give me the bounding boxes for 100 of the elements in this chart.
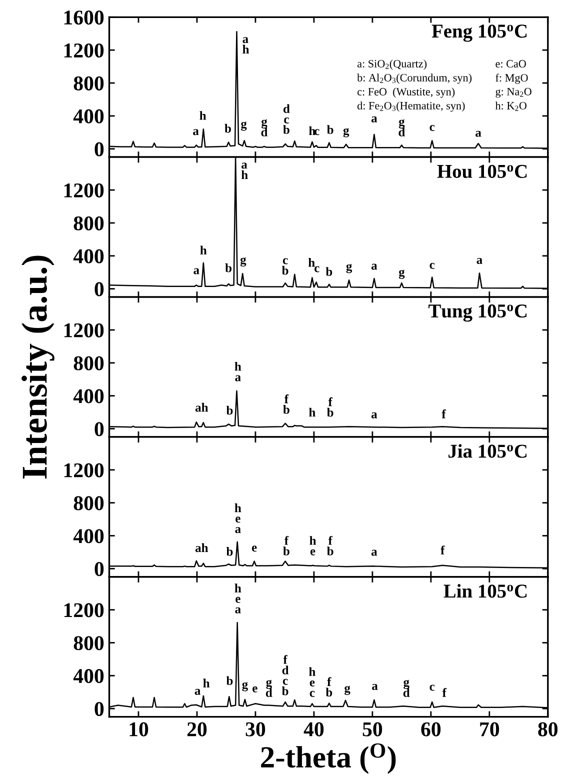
annotation: e [252, 546, 257, 552]
annotation: f [442, 409, 446, 418]
annotation: b [226, 546, 233, 556]
y-tick-label: 400 [73, 249, 104, 264]
annotation: e [252, 686, 258, 692]
annotation: f b [327, 397, 334, 417]
annotation: h e [310, 536, 316, 556]
chart-title: Tung 105$^{o}$C [428, 304, 527, 322]
annotation: c b [282, 258, 288, 275]
annotation: a: SiO$_{2}$(Quartz) [357, 60, 427, 70]
y-tick-label: 400 [73, 109, 104, 124]
annotation: a [372, 684, 378, 690]
annotation: b [327, 125, 334, 134]
annotation: c [314, 129, 320, 136]
annotation: f b [283, 536, 290, 556]
annotation: h [200, 111, 206, 120]
y-tick-label: 0 [94, 422, 104, 436]
annotation: h e c [309, 667, 316, 697]
annotation: b [226, 676, 233, 686]
y-tick-label: 400 [73, 669, 104, 684]
y-tick-label: 1200 [64, 323, 104, 338]
y-tick-label: 0 [94, 282, 104, 296]
annotation: g [344, 686, 350, 695]
y-tick-label: 400 [73, 529, 104, 544]
annotation: b [224, 124, 231, 133]
annotation: a [194, 268, 200, 274]
y-tick-label: 800 [74, 76, 104, 90]
annotation: f: MgO [496, 74, 528, 84]
chart-title: Hou 105$^{o}$C [437, 164, 527, 178]
annotation: g [240, 122, 247, 131]
annotation: h [308, 258, 315, 267]
chart-title: Feng 105$^{o}$C [432, 24, 527, 42]
annotation: c: FeO (Wustite, syn) [358, 88, 455, 98]
x-tick-label: 20 [187, 722, 207, 736]
chart-title: Jia 105$^{o}$C [448, 444, 526, 458]
y-tick-label: 1200 [64, 463, 104, 478]
annotation: g [343, 128, 350, 138]
annotation: b [225, 263, 232, 272]
annotation: a [193, 129, 199, 136]
y-tick-label: 1200 [64, 603, 104, 618]
y-tick-label: 1600 [64, 10, 104, 25]
annotation: c [430, 125, 435, 132]
annotation: f [442, 688, 447, 697]
x-tick-label: 40 [304, 722, 324, 736]
annotation: h e a [234, 503, 242, 534]
annotation: d c b [283, 104, 290, 134]
annotation: h e a [234, 584, 242, 614]
annotation: h [309, 408, 316, 417]
y-tick-label: 800 [74, 636, 104, 650]
annotation: b [226, 406, 233, 415]
annotation: ah [195, 543, 208, 552]
annotation: g [242, 682, 248, 692]
annotation: a h [242, 37, 250, 54]
annotation: a h [241, 162, 248, 180]
y-tick-label: 800 [74, 496, 104, 510]
x-tick-label: 50 [362, 722, 382, 736]
annotation: a [476, 258, 482, 264]
chart-title: Lin 105$^{o}$C [444, 584, 527, 598]
annotation: g [398, 270, 405, 279]
annotation: a [194, 688, 200, 695]
annotation: f b [283, 394, 290, 414]
y-tick-label: 800 [74, 356, 104, 370]
annotation: b: Al$_{2}$O$_{3}$(Corundum, syn) [357, 74, 472, 84]
x-tick-label: 30 [246, 722, 266, 736]
annotation: g: Na$_{2}$O [496, 88, 532, 98]
y-tick-label: 800 [74, 216, 104, 230]
x-tick-label: 60 [421, 722, 441, 736]
annotation: e: CaO [496, 60, 526, 68]
y-tick-label: 400 [73, 389, 104, 404]
x-tick-label: 10 [130, 722, 148, 736]
annotation: d: Fe$_{2}$O$_{3}$(Hematite, syn) [357, 102, 465, 112]
annotation: a [371, 550, 378, 556]
annotation: h: K$_{2}$O [495, 102, 526, 111]
annotation: a [371, 412, 378, 418]
annotation: f d c b [282, 654, 289, 696]
annotation: g [346, 264, 352, 274]
annotation: c [430, 262, 435, 269]
annotation: ah [195, 402, 208, 412]
annotation: h [200, 246, 207, 254]
annotation: h a [234, 362, 242, 382]
annotation: c [314, 266, 320, 272]
y-tick-label: 0 [94, 142, 104, 156]
annotation: f b [326, 677, 332, 697]
annotation: b [326, 267, 332, 276]
x-tick-label: 70 [480, 722, 500, 736]
annotation: h [309, 126, 316, 136]
y-axis-title: Intensity (a.u.) [22, 256, 54, 479]
annotation: f [440, 546, 445, 554]
annotation: g d [398, 119, 406, 136]
annotation: a [371, 116, 378, 122]
y-tick-label: 1200 [64, 183, 104, 198]
y-tick-label: 1200 [64, 43, 104, 58]
annotation: g d [266, 680, 272, 697]
annotation: c [430, 684, 435, 691]
annotation: f b [327, 536, 334, 556]
annotation: g d [403, 680, 410, 697]
annotation: a [476, 130, 482, 137]
y-tick-label: 0 [94, 702, 104, 716]
annotation: g [240, 257, 246, 267]
x-tick-label: 80 [538, 722, 558, 736]
